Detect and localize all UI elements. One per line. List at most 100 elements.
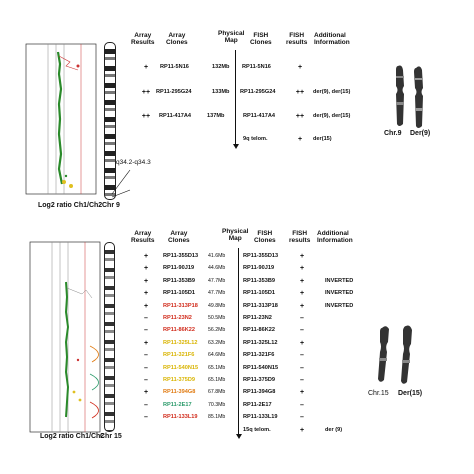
- top-array-result: ++: [141, 89, 151, 96]
- bottom-physical-pos: 64.6Mb: [208, 352, 226, 359]
- bottom-physical-pos: 47.7Mb: [208, 277, 226, 284]
- chr15-normal-label: Chr.15: [368, 390, 389, 397]
- bottom-array-clone: RP11-540N15: [163, 364, 199, 371]
- bottom-fish-clone: RP11-375D9: [243, 377, 276, 383]
- top-fish-clone: 9q telom.: [243, 136, 268, 142]
- bottom-physical-pos: 56.2Mb: [208, 327, 226, 334]
- chr15-karyotype-image: [378, 325, 412, 384]
- bottom-fish-clone: RP11-133L19: [243, 414, 278, 421]
- bottom-array-clone: RP11-2E17: [163, 401, 192, 408]
- bottom-array-clone: RP11-313P18: [163, 302, 198, 309]
- bottom-array-clone: RP11-105D1: [163, 290, 196, 297]
- top-array-clone: RP11-295G24: [156, 89, 192, 95]
- top-fish-clone: RP11-417A4: [243, 113, 276, 119]
- bottom-physical-pos: 67.8Mb: [208, 389, 226, 396]
- bottom-fish-result: –: [300, 364, 304, 372]
- bottom-array-result: –: [144, 352, 148, 360]
- bottom-physical-map-axis: [238, 248, 239, 436]
- chr9-karyotype-image: [396, 65, 423, 128]
- chr9-der-label: Der(9): [410, 130, 431, 137]
- bottom-array-result: –: [144, 401, 148, 409]
- top-additional-info: der(15): [313, 136, 332, 142]
- bottom-fish-clone: RP11-355D13: [243, 253, 279, 259]
- chr15-ideogram: [104, 242, 115, 432]
- chr9-ideogram: [104, 42, 116, 200]
- bottom-array-clone: RP11-321F6: [163, 352, 195, 359]
- bottom-fish-clone: 15q telom.: [243, 426, 271, 433]
- top-fish-result: ++: [295, 113, 305, 120]
- bottom-array-result: +: [143, 290, 149, 298]
- bottom-fish-result: +: [299, 426, 305, 434]
- top-header-fish-results: FISH results: [286, 32, 308, 46]
- top-fish-result: +: [297, 136, 303, 143]
- top-array-result: ++: [141, 113, 151, 120]
- bottom-physical-pos: 47.7Mb: [208, 290, 226, 297]
- chr15-der-label: Der(15): [398, 390, 423, 397]
- top-physical-pos: 132Mb: [212, 64, 230, 70]
- bottom-physical-pos: 85.1Mb: [208, 414, 226, 421]
- bottom-chr-label: Chr 15: [100, 433, 122, 440]
- bottom-array-result: +: [143, 339, 149, 347]
- bottom-additional-info: der (9): [325, 426, 343, 433]
- top-header-array-clones: Array Clones: [166, 32, 188, 46]
- top-fish-clone: RP11-295G24: [240, 89, 276, 95]
- top-xaxis-label: Log2 ratio Ch1/Ch2: [38, 202, 103, 209]
- bottom-array-clone: RP11-394G8: [163, 389, 196, 396]
- bottom-physical-pos: 65.1Mb: [208, 364, 226, 371]
- bottom-fish-result: +: [299, 290, 305, 298]
- bottom-array-clone: RP11-353B9: [163, 277, 196, 284]
- bottom-array-result: –: [144, 327, 148, 335]
- top-array-result: +: [143, 64, 149, 71]
- top-physical-pos: 133Mb: [212, 89, 230, 95]
- bottom-array-result: –: [144, 377, 148, 384]
- bottom-array-result: –: [144, 414, 148, 422]
- bottom-fish-result: +: [299, 339, 305, 347]
- top-header-array-results: Array Results: [131, 32, 155, 46]
- bottom-fish-clone: RP11-353B9: [243, 277, 276, 284]
- top-array-profile: [25, 43, 97, 195]
- bottom-header-fish-results: FISH results: [289, 230, 311, 244]
- bottom-physical-pos: 50.5Mb: [208, 315, 226, 321]
- top-panel: q34.2-q34.3 Log2 ratio Ch1/Ch2 Chr 9 Arr…: [0, 0, 474, 230]
- bottom-xaxis-label: Log2 ratio Ch1/Ch2: [40, 433, 105, 440]
- bottom-fish-clone: RP11-23N2: [243, 315, 272, 321]
- bottom-panel: Log2 ratio Ch1/Ch2 Chr 15 Array Results …: [0, 228, 474, 474]
- bottom-fish-result: –: [300, 401, 304, 409]
- bottom-fish-clone: RP11-321F6: [243, 352, 275, 359]
- bottom-array-clone: RP11-355D13: [163, 253, 199, 259]
- bottom-array-clone: RP11-23N2: [163, 315, 192, 321]
- top-array-clone: RP11-417A4: [159, 113, 192, 119]
- bottom-header-array-clones: Array Clones: [168, 230, 190, 244]
- bottom-fish-result: –: [300, 315, 304, 322]
- bottom-array-clone: RP11-325L12: [163, 339, 198, 346]
- bottom-array-profile: [29, 241, 101, 433]
- top-physical-pos: 137Mb: [207, 113, 225, 119]
- bottom-additional-info: INVERTED: [325, 277, 354, 284]
- bottom-physical-pos: 41.6Mb: [208, 253, 226, 259]
- bottom-fish-result: +: [299, 277, 305, 285]
- bottom-physical-pos: 63.2Mb: [208, 339, 226, 346]
- bottom-array-clone: RP11-375D9: [163, 377, 196, 383]
- top-ytick-column: [14, 44, 24, 194]
- top-physical-map-arrow: [232, 144, 239, 149]
- bottom-rows: + RP11-355D13 41.6Mb RP11-355D13 + + RP11-90J1…: [0, 228, 474, 474]
- bottom-array-result: +: [143, 389, 149, 397]
- bottom-array-result: +: [143, 302, 149, 310]
- chr9-normal-label: Chr.9: [384, 130, 402, 137]
- bottom-fish-clone: RP11-313P18: [243, 302, 278, 309]
- top-header-physical-map: Physical Map: [218, 30, 245, 44]
- bottom-fish-clone: RP11-105D1: [243, 290, 276, 297]
- top-fish-result: +: [297, 64, 303, 71]
- bottom-array-clone: RP11-133L19: [163, 414, 198, 421]
- bottom-array-result: –: [144, 364, 148, 372]
- bottom-fish-clone: RP11-325L12: [243, 339, 278, 346]
- bottom-header-fish-clones: FISH Clones: [254, 230, 276, 244]
- bottom-array-result: +: [143, 277, 149, 285]
- bottom-physical-pos: 49.8Mb: [208, 302, 226, 309]
- bottom-physical-pos: 70.3Mb: [208, 401, 226, 408]
- bottom-fish-result: +: [299, 302, 305, 310]
- bottom-additional-info: INVERTED: [325, 302, 354, 309]
- bottom-fish-result: –: [300, 414, 304, 422]
- top-additional-info: der(9), der(15): [313, 89, 351, 95]
- top-header-additional: Additional Information: [314, 32, 350, 46]
